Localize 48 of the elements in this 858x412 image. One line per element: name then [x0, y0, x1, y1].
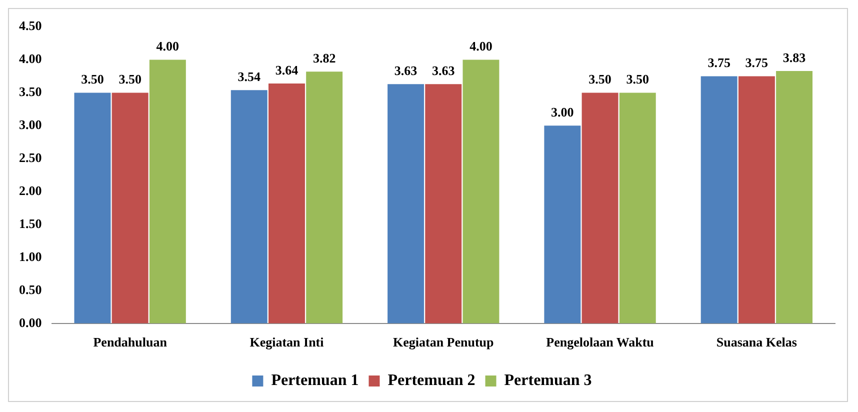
bar — [388, 84, 424, 324]
bar — [700, 76, 738, 324]
y-tick-label: 1.00 — [19, 248, 42, 264]
data-label: 3.50 — [626, 72, 649, 87]
legend-label: Pertemuan 3 — [504, 372, 592, 390]
data-label: 3.75 — [745, 55, 769, 70]
data-label: 3.50 — [588, 72, 612, 87]
bar — [112, 92, 148, 324]
x-tick-label: Kegiatan Penutup — [392, 334, 494, 350]
data-label: 3.83 — [782, 50, 806, 65]
data-label: 3.82 — [312, 50, 336, 66]
y-tick-label: 3.50 — [19, 84, 42, 100]
data-label: 3.50 — [118, 72, 142, 87]
data-label: 3.75 — [708, 55, 731, 70]
bar — [425, 84, 462, 324]
legend-label: Pertemuan 2 — [388, 372, 476, 390]
bar — [619, 92, 656, 324]
data-label: 3.64 — [275, 62, 299, 78]
data-label: 3.63 — [394, 63, 418, 78]
y-tick-label: 2.00 — [19, 182, 42, 198]
y-tick-label: 4.50 — [19, 18, 42, 34]
bar — [268, 83, 305, 324]
data-label: 3.54 — [238, 68, 262, 84]
bar — [230, 90, 268, 324]
y-tick-label: 3.00 — [19, 117, 42, 132]
bar — [544, 126, 581, 324]
y-tick-label: 1.50 — [19, 216, 42, 231]
bar — [738, 76, 775, 324]
bar — [149, 60, 186, 324]
data-label: 3.63 — [432, 63, 456, 78]
y-tick-label: 4.00 — [19, 51, 42, 66]
data-label: 3.50 — [81, 72, 104, 87]
data-label: 3.00 — [551, 104, 574, 120]
bar — [74, 92, 111, 324]
bar — [776, 70, 813, 324]
bar — [582, 92, 618, 324]
y-tick-label: 2.50 — [19, 150, 42, 165]
bar — [462, 60, 500, 324]
data-label: 4.00 — [156, 38, 180, 54]
data-label: 4.00 — [470, 38, 492, 54]
y-tick-label: 0.00 — [19, 314, 42, 330]
x-tick-label: Pengelolaan Waktu — [546, 334, 654, 350]
x-tick-label: Pendahuluan — [93, 334, 168, 350]
bar — [306, 72, 343, 324]
x-tick-label: Kegiatan Inti — [250, 334, 324, 350]
legend-label: Pertemuan 1 — [271, 372, 359, 390]
x-tick-label: Suasana Kelas — [716, 334, 797, 350]
y-tick-label: 0.50 — [19, 282, 42, 297]
